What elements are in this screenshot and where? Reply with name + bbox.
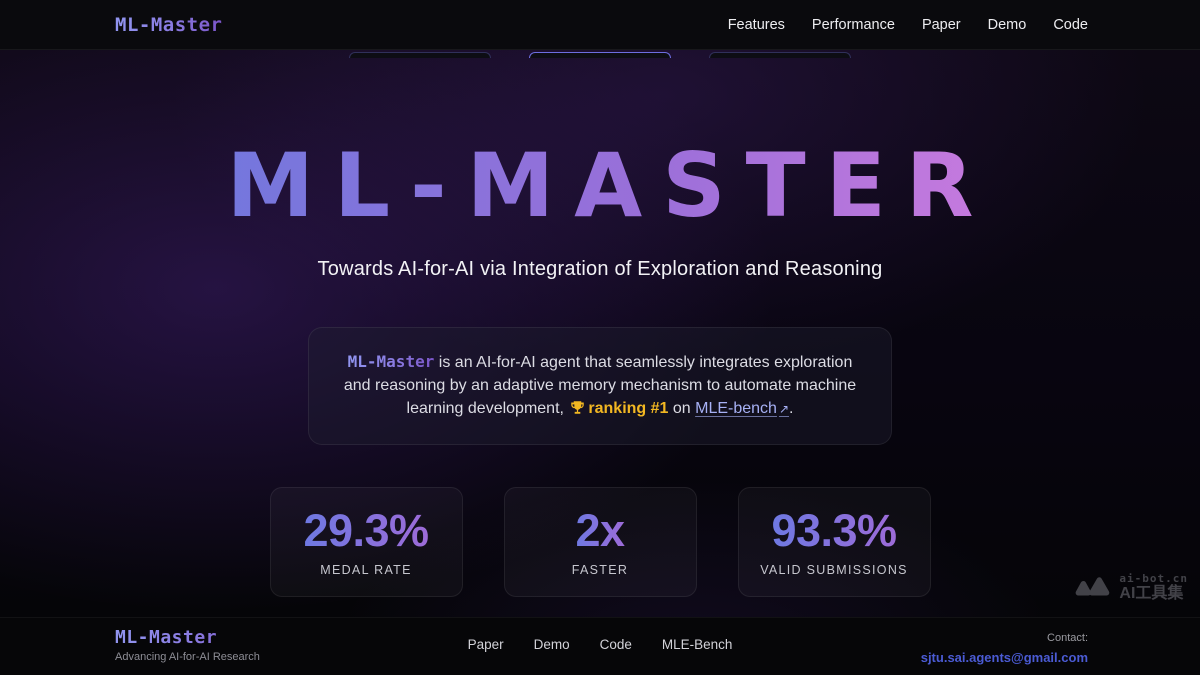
- stat-card-medal-rate: 29.3% MEDAL RATE: [269, 487, 463, 597]
- nav-link-demo[interactable]: Demo: [987, 16, 1027, 33]
- stat-card-valid-submissions: 93.3% VALID SUBMISSIONS: [737, 487, 931, 597]
- navbar: ML-Master Features Performance Paper Dem…: [0, 0, 1200, 50]
- stat-label: FASTER: [571, 562, 629, 577]
- navbar-logo[interactable]: ML-Master: [115, 13, 223, 36]
- footer-contact-block: Contact: sjtu.sai.agents@gmail.com: [921, 628, 1088, 665]
- footer-tagline: Advancing AI-for-AI Research: [115, 651, 260, 663]
- about-card: ML-Master is an AI-for-AI agent that sea…: [308, 327, 892, 445]
- hero-subtitle: Towards AI-for-AI via Integration of Exp…: [317, 258, 883, 280]
- footer: ML-Master Advancing AI-for-AI Research P…: [0, 617, 1200, 675]
- contact-label: Contact:: [1047, 632, 1088, 644]
- about-segment-1: is an AI-for-AI agent that seamlessly in…: [343, 354, 857, 417]
- stat-label: MEDAL RATE: [320, 562, 412, 577]
- stat-value: 93.3%: [771, 504, 897, 556]
- mle-bench-link-label: MLE-bench: [695, 400, 777, 417]
- stat-value: 29.3%: [303, 504, 429, 556]
- peek-card: [349, 52, 491, 58]
- hero-title: ML-MASTER: [226, 134, 994, 237]
- nav-link-features[interactable]: Features: [727, 16, 785, 33]
- mle-bench-link[interactable]: MLE-bench ↗: [695, 400, 789, 417]
- nav-link-code[interactable]: Code: [1053, 16, 1088, 33]
- ai-bot-logo-icon: [1072, 572, 1112, 604]
- footer-links: Paper Demo Code MLE-Bench: [0, 637, 1200, 652]
- footer-link-code[interactable]: Code: [599, 637, 632, 652]
- about-segment-2: on: [668, 400, 696, 417]
- contact-email-link[interactable]: sjtu.sai.agents@gmail.com: [920, 650, 1088, 665]
- stat-card-faster: 2x FASTER: [503, 487, 697, 597]
- footer-link-mle-bench[interactable]: MLE-Bench: [661, 637, 733, 652]
- navbar-links: Features Performance Paper Demo Code: [728, 17, 1088, 33]
- watermark-text: ai-bot.cn AI工具集: [1119, 573, 1188, 603]
- stats-row: 29.3% MEDAL RATE 2x FASTER 93.3% VALID S…: [269, 487, 931, 597]
- nav-link-performance[interactable]: Performance: [811, 16, 895, 33]
- peek-card-active: [529, 52, 671, 58]
- footer-brand-block: ML-Master Advancing AI-for-AI Research: [115, 627, 260, 663]
- watermark-cn: AI工具集: [1119, 585, 1184, 603]
- about-segment-3: .: [789, 400, 794, 417]
- about-text: ML-Master is an AI-for-AI agent that sea…: [343, 350, 857, 422]
- stat-label: VALID SUBMISSIONS: [760, 562, 908, 577]
- external-link-icon: ↗: [778, 402, 790, 416]
- stat-value: 2x: [575, 504, 625, 556]
- ranking-text: ranking #1: [588, 400, 669, 417]
- footer-logo: ML-Master: [115, 627, 260, 648]
- footer-link-paper[interactable]: Paper: [467, 637, 504, 652]
- nav-link-paper[interactable]: Paper: [921, 16, 961, 33]
- peek-card: [709, 52, 851, 58]
- next-section-card-tops: [0, 52, 1200, 58]
- about-brand: ML-Master: [347, 352, 435, 371]
- watermark-en: ai-bot.cn: [1119, 572, 1188, 586]
- hero-section: ML-MASTER Towards AI-for-AI via Integrat…: [0, 50, 1200, 617]
- trophy-icon: [570, 399, 585, 422]
- footer-link-demo[interactable]: Demo: [533, 637, 570, 652]
- ai-bot-watermark: ai-bot.cn AI工具集: [1072, 572, 1188, 604]
